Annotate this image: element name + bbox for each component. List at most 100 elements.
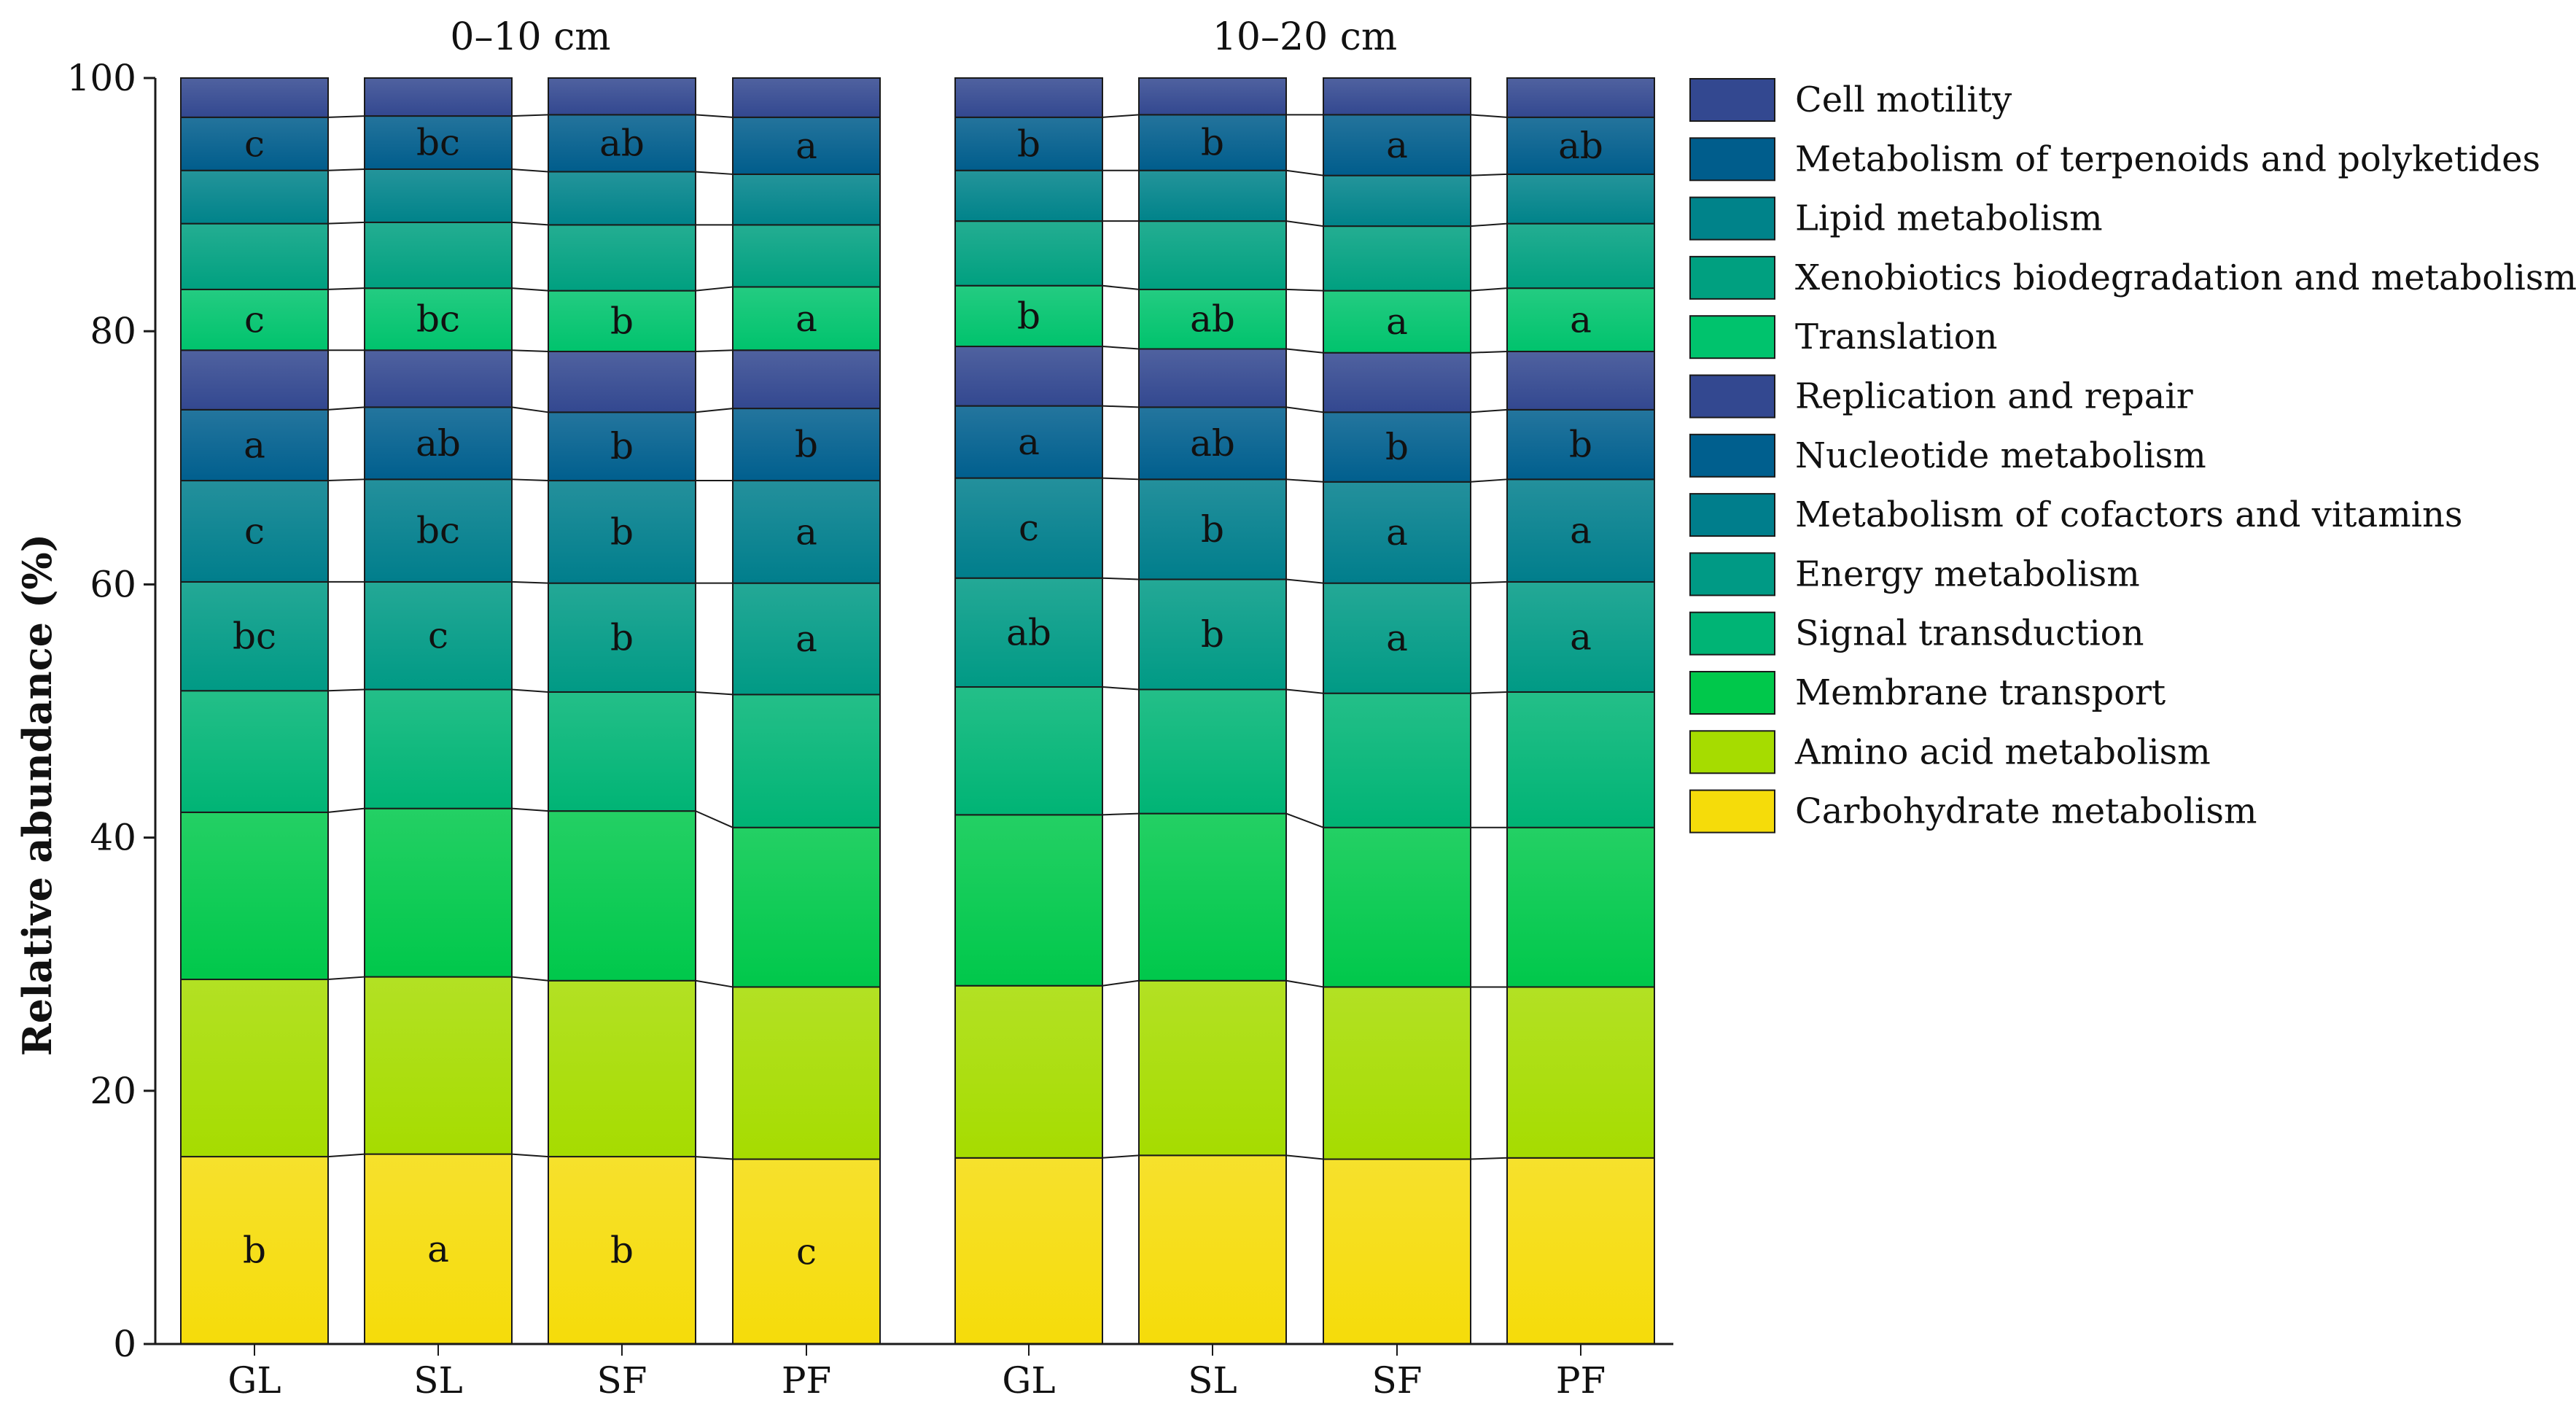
bar-segment-0-10-cm-gl-signal-transduction (180, 690, 329, 813)
legend-label-carbohydrate-metabolism: Carbohydrate metabolism (1795, 791, 2257, 832)
connector-line (327, 807, 365, 813)
bar-segment-10-20-cm-pf-cell-motility (1506, 77, 1655, 118)
significance-letter: ab (1190, 298, 1235, 341)
bar-segment-0-10-cm-gl-cell-motility (180, 77, 329, 118)
connector-line (1285, 169, 1324, 176)
y-tick-label: 20 (90, 1070, 136, 1112)
connector-line (1102, 477, 1140, 481)
significance-letter: b (1569, 424, 1592, 466)
bar-segment-0-10-cm-sf-xenobiotics-biodegradation-and-metabolism (548, 224, 696, 292)
bar-segment-10-20-cm-sf-membrane-transport (1323, 826, 1471, 988)
significance-letter: ab (416, 422, 461, 465)
bar-segment-0-10-cm-sf-cell-motility (548, 77, 696, 116)
bar-segment-10-20-cm-pf-energy-metabolism (1506, 580, 1655, 693)
significance-letter: c (244, 510, 265, 552)
significance-letter: a (1018, 421, 1040, 463)
significance-letter: b (610, 1230, 634, 1272)
y-tick-label: 40 (90, 817, 136, 859)
bar-segment-0-10-cm-pf-replication-and-repair (732, 349, 881, 410)
bar-segment-0-10-cm-pf-cell-motility (732, 77, 881, 118)
bar-segment-0-10-cm-pf-carbohydrate-metabolism (732, 1158, 881, 1345)
bar-segment-0-10-cm-sf-metabolism-of-cofactors-and-vitamins (548, 480, 696, 584)
significance-letter: bc (416, 510, 460, 552)
y-axis-label: Relative abundance (%) (14, 534, 61, 1056)
connector-line (1470, 222, 1508, 228)
connector-line (1470, 1157, 1508, 1160)
legend-swatch-signal-transduction (1689, 611, 1775, 656)
bar-segment-10-20-cm-sl-metabolism-of-terpenoids-and-polyketides (1138, 114, 1287, 171)
panel-title-2: 10–20 cm (1213, 15, 1397, 59)
bar-segment-10-20-cm-sl-carbohydrate-metabolism (1138, 1154, 1287, 1345)
bar-segment-10-20-cm-gl-amino-acid-metabolism (954, 984, 1103, 1159)
bar-segment-10-20-cm-sl-membrane-transport (1138, 812, 1287, 982)
significance-letter: bc (416, 298, 460, 341)
bar-segment-0-10-cm-gl-amino-acid-metabolism (180, 979, 329, 1158)
bar-segment-0-10-cm-sf-replication-and-repair (548, 350, 696, 413)
connector-line (1102, 114, 1140, 118)
significance-letter: c (1019, 507, 1039, 549)
connector-line (1102, 346, 1140, 350)
significance-letter: ab (599, 122, 645, 164)
bar-segment-0-10-cm-pf-metabolism-of-cofactors-and-vitamins (732, 480, 881, 584)
bar-segment-0-10-cm-sl-energy-metabolism (364, 580, 513, 691)
bar-segment-0-10-cm-sf-signal-transduction (548, 691, 696, 812)
significance-letter: a (1570, 615, 1592, 658)
y-tick-label: 80 (90, 310, 136, 352)
bar-segment-10-20-cm-gl-lipid-metabolism (954, 169, 1103, 222)
bar-segment-10-20-cm-gl-metabolism-of-terpenoids-and-polyketides (954, 116, 1103, 171)
connector-line (1102, 979, 1140, 987)
significance-letter: b (1201, 122, 1224, 164)
bar-segment-0-10-cm-sf-lipid-metabolism (548, 171, 696, 226)
connector-line (511, 168, 549, 173)
bar-segment-10-20-cm-sf-metabolism-of-cofactors-and-vitamins (1323, 481, 1471, 584)
connector-line (695, 349, 734, 352)
connector-line (327, 406, 365, 411)
panel-title-1: 0–10 cm (450, 15, 610, 59)
significance-letters-layer: b a b cbc c b ac bc b aa ab b bc bc b ac bc ab aab b a ac b a aa… (233, 122, 1603, 1273)
bar-segment-0-10-cm-pf-signal-transduction (732, 694, 881, 828)
legend-label-nucleotide-metabolism: Nucleotide metabolism (1795, 435, 2206, 476)
connector-line (1102, 284, 1140, 290)
bar-segment-10-20-cm-sl-signal-transduction (1138, 688, 1287, 815)
legend-swatch-nucleotide-metabolism (1689, 433, 1775, 478)
legend: Cell motility Metabolism of terpenoids an… (1689, 78, 2576, 834)
bar-segment-0-10-cm-sl-metabolism-of-terpenoids-and-polyketides (364, 115, 513, 170)
bar-segment-0-10-cm-sl-lipid-metabolism (364, 168, 513, 223)
connector-line (695, 979, 734, 988)
x-tick-label: SF (597, 1359, 647, 1402)
significance-letter: b (610, 425, 634, 467)
connector-line (327, 478, 365, 482)
bar-segment-10-20-cm-sl-cell-motility (1138, 77, 1287, 116)
axes-layer: 0–10 cm GL SL SF PF 10–20 cm GL SL SF PF 0 20 40 60 80… (67, 15, 1673, 1402)
connector-line (1285, 578, 1324, 584)
connector-line (511, 976, 549, 982)
significance-letter: b (1385, 426, 1409, 468)
significance-letter: a (1570, 510, 1592, 552)
connector-line (511, 349, 549, 352)
bar-segment-10-20-cm-gl-membrane-transport (954, 814, 1103, 987)
bar-segment-0-10-cm-pf-metabolism-of-terpenoids-and-polyketides (732, 116, 881, 175)
bar-segment-0-10-cm-sl-cell-motility (364, 77, 513, 117)
connector-line (1102, 812, 1140, 816)
connector-line (511, 406, 549, 413)
y-tick-label: 0 (113, 1323, 136, 1365)
connector-line (695, 286, 734, 292)
bar-segment-0-10-cm-sf-amino-acid-metabolism (548, 979, 696, 1158)
bar-segment-10-20-cm-gl-cell-motility (954, 77, 1103, 118)
legend-swatch-energy-metabolism (1689, 552, 1775, 597)
bar-segment-0-10-cm-sl-metabolism-of-cofactors-and-vitamins (364, 478, 513, 583)
significance-letter: ab (1006, 611, 1051, 653)
bar-segment-0-10-cm-sl-translation (364, 287, 513, 351)
bar-segment-0-10-cm-gl-translation (180, 288, 329, 351)
bar-segment-10-20-cm-sl-replication-and-repair (1138, 348, 1287, 408)
significance-letter: c (796, 1230, 817, 1273)
bar-segment-10-20-cm-gl-signal-transduction (954, 686, 1103, 816)
connector-line (327, 1153, 365, 1158)
x-tick-label: GL (1002, 1359, 1055, 1402)
significance-letter: c (244, 299, 265, 341)
connector-line (695, 114, 734, 118)
connector-line (327, 221, 365, 225)
bar-segment-0-10-cm-sf-nucleotide-metabolism (548, 411, 696, 482)
bars-layer (180, 77, 1655, 1345)
